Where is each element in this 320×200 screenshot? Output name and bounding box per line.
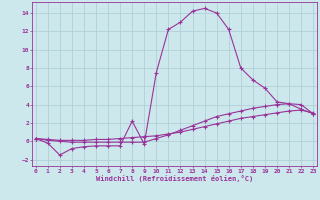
X-axis label: Windchill (Refroidissement éolien,°C): Windchill (Refroidissement éolien,°C)	[96, 175, 253, 182]
